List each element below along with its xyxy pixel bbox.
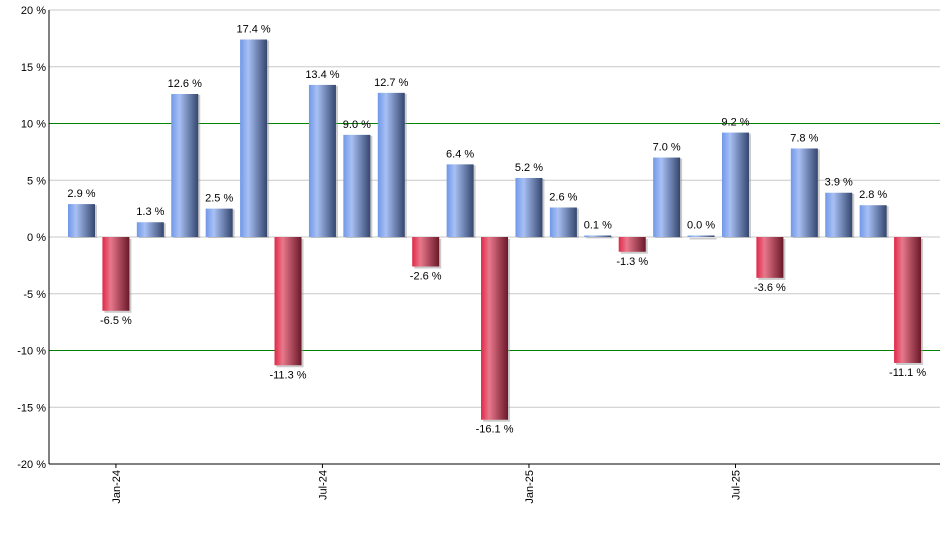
y-axis: 20 % 15 % 10 % 5 % 0 % -5 % -10 % -15 % -20 % [17, 5, 50, 471]
bar [653, 157, 681, 237]
data-label: 2.6 % [549, 191, 577, 203]
bars [68, 39, 924, 422]
data-label: 13.4 % [305, 69, 339, 81]
data-label: 17.4 % [236, 24, 270, 36]
bar [894, 237, 922, 363]
bar [756, 237, 784, 278]
bar [102, 237, 130, 311]
x-tick-label: Jul-25 [730, 470, 742, 500]
bar [343, 134, 371, 237]
bar [721, 132, 749, 237]
y-tick-label: 10 % [21, 119, 46, 131]
bar [274, 237, 302, 366]
x-axis: Jan-24 Jul-24 Jan-25 Jul-25 [49, 463, 940, 504]
data-label: -11.3 % [269, 369, 306, 381]
bar [308, 84, 336, 237]
bar [377, 92, 405, 237]
bar [515, 177, 543, 237]
bar [618, 237, 646, 252]
data-label: 1.3 % [136, 206, 164, 218]
bar [481, 237, 509, 420]
y-tick-label: -15 % [17, 402, 46, 414]
data-labels: 2.9 % -6.5 % 1.3 % 12.6 % 2.5 % 17.4 % -11.3 %… [67, 24, 926, 436]
bar [687, 235, 715, 237]
y-tick-label: -5 % [23, 289, 46, 301]
y-tick-label: -20 % [17, 459, 46, 471]
data-label: 12.6 % [168, 78, 202, 90]
bar [412, 237, 440, 267]
data-label: 0.0 % [687, 220, 715, 232]
data-label: 7.0 % [653, 142, 681, 154]
data-label: 2.5 % [205, 193, 233, 205]
data-label: 9.2 % [721, 117, 749, 129]
bar [790, 148, 818, 237]
data-label: 7.8 % [790, 132, 818, 144]
y-tick-label: -10 % [17, 346, 46, 358]
data-label: 5.2 % [515, 162, 543, 174]
bar [240, 39, 268, 238]
bar [446, 164, 474, 237]
bar [859, 205, 887, 237]
bar [584, 235, 612, 237]
y-tick-label: 5 % [27, 175, 46, 187]
bar [825, 192, 853, 237]
data-label: 12.7 % [374, 77, 408, 89]
x-tick-label: Jan-24 [111, 470, 123, 504]
bar [205, 208, 233, 237]
y-tick-label: 15 % [21, 62, 46, 74]
data-label: 9.0 % [343, 119, 371, 131]
data-label: 2.9 % [67, 188, 95, 200]
y-tick-label: 20 % [21, 5, 46, 17]
bar [171, 93, 199, 238]
data-label: -16.1 % [476, 424, 514, 436]
x-tick-label: Jan-25 [524, 470, 536, 504]
data-label: -3.6 % [754, 282, 786, 294]
y-tick-label: 0 % [27, 232, 46, 244]
data-label: 0.1 % [584, 220, 612, 232]
x-tick-label: Jul-24 [317, 470, 329, 500]
data-label: -2.6 % [410, 271, 442, 283]
data-label: -1.3 % [616, 256, 648, 268]
bar [136, 222, 164, 237]
data-label: 3.9 % [825, 177, 853, 189]
data-label: -6.5 % [100, 315, 132, 327]
data-label: 6.4 % [446, 148, 474, 160]
bar [549, 207, 577, 237]
bar [68, 204, 95, 237]
bar-shadow [586, 236, 614, 239]
data-label: 2.8 % [859, 189, 887, 201]
data-label: -11.1 % [889, 367, 926, 379]
bar-shadow [689, 238, 717, 240]
